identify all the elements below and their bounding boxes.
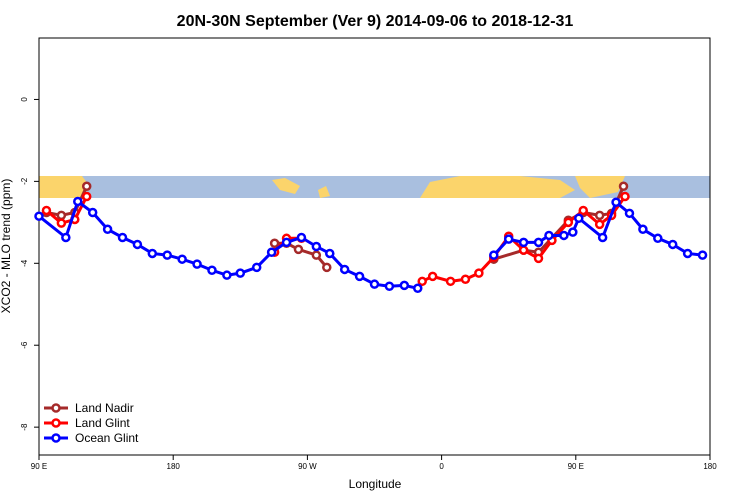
x-tick-label: 180	[167, 462, 181, 471]
x-tick-label: 90 E	[31, 462, 47, 471]
legend-label: Land Glint	[75, 416, 130, 430]
point	[474, 268, 484, 278]
point	[620, 191, 630, 202]
point	[594, 219, 605, 230]
point	[611, 197, 621, 208]
point	[325, 248, 335, 259]
point	[369, 279, 380, 289]
point	[594, 210, 605, 221]
point	[427, 271, 438, 282]
x-tick-label: 180	[703, 462, 717, 471]
point	[41, 205, 52, 216]
legend-marker	[51, 433, 61, 443]
point	[81, 181, 92, 192]
point	[192, 259, 202, 269]
point	[56, 210, 67, 221]
point	[544, 230, 554, 241]
plot-frame	[38, 37, 711, 456]
point	[81, 191, 92, 202]
legend-marker	[51, 418, 61, 428]
y-axis-label: XCO2 - MLO trend (ppm)	[0, 179, 13, 314]
point	[281, 237, 292, 248]
point	[412, 283, 423, 294]
legend-marker	[51, 403, 61, 413]
point	[568, 227, 578, 237]
point	[207, 265, 217, 276]
point	[117, 232, 128, 243]
point	[384, 281, 395, 291]
map-strip	[39, 176, 710, 198]
y-tick-label: -2	[20, 177, 29, 185]
point	[73, 196, 83, 207]
point	[563, 217, 574, 228]
point	[269, 238, 280, 248]
x-tick-label: 90 W	[298, 462, 317, 471]
point	[311, 241, 322, 252]
point	[445, 276, 456, 287]
point	[682, 248, 693, 259]
y-tick-label: -4	[20, 259, 29, 267]
y-tick-label: -6	[20, 341, 29, 349]
point	[597, 232, 608, 243]
point	[518, 237, 529, 248]
point	[460, 274, 471, 285]
x-tick-label: 90 E	[568, 462, 584, 471]
y-tick-label: -8	[20, 423, 29, 431]
point	[56, 218, 67, 228]
point	[503, 234, 514, 244]
point	[667, 239, 678, 250]
point	[489, 250, 499, 260]
point	[559, 230, 569, 241]
point	[293, 244, 304, 255]
point	[34, 211, 44, 221]
x-axis-label: Longitude	[349, 477, 402, 491]
point	[354, 271, 365, 282]
point	[618, 181, 629, 192]
point	[574, 213, 584, 223]
x-tick-label: 0	[439, 462, 444, 471]
point	[624, 208, 635, 219]
point	[533, 253, 544, 264]
point	[61, 232, 71, 243]
point	[518, 245, 529, 255]
point	[399, 280, 410, 291]
point	[533, 237, 544, 248]
point	[251, 262, 262, 273]
y-tick-label: 0	[20, 97, 29, 102]
point	[296, 232, 307, 243]
point	[578, 205, 589, 216]
point	[638, 224, 648, 235]
legend-label: Land Nadir	[75, 401, 134, 415]
point	[266, 247, 277, 257]
point	[339, 264, 350, 275]
point	[697, 250, 708, 260]
point	[222, 270, 232, 280]
point	[322, 262, 332, 273]
point	[162, 250, 172, 260]
point	[653, 233, 663, 244]
point	[147, 248, 158, 259]
point	[235, 268, 246, 278]
point	[311, 250, 322, 260]
point	[177, 254, 187, 264]
legend-label: Ocean Glint	[75, 431, 139, 445]
point	[87, 207, 98, 218]
point	[102, 224, 113, 235]
point	[132, 239, 143, 250]
point	[417, 276, 427, 287]
chart-title: 20N-30N September (Ver 9) 2014-09-06 to …	[177, 13, 574, 30]
